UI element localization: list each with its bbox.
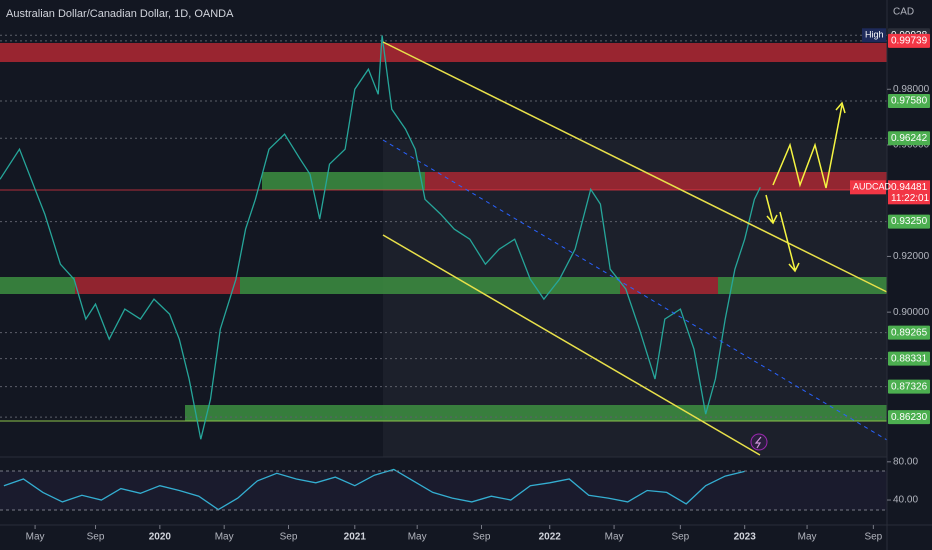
- symbol-label: AUDCAD: [853, 182, 892, 192]
- currency: CAD: [893, 7, 914, 18]
- support-zone: [718, 277, 887, 294]
- x-tick-label: May: [26, 532, 45, 543]
- price-label-box: [888, 325, 930, 340]
- resistance-zone: [425, 172, 887, 190]
- support-zone: [0, 277, 75, 294]
- channel-upper: [382, 41, 888, 293]
- arrow-head: [835, 101, 846, 114]
- price-label: 0.99739: [891, 35, 928, 46]
- x-tick-label: May: [798, 532, 817, 543]
- range-shade: [383, 140, 887, 457]
- price-label: 0.86230: [891, 412, 928, 423]
- alert-glyph: [754, 436, 762, 449]
- price-label: 0.97580: [891, 96, 928, 107]
- price-label: 0.96242: [891, 133, 928, 144]
- x-tick-label: Sep: [280, 532, 298, 543]
- price-series: [3, 468, 745, 511]
- projection-down: [765, 194, 778, 225]
- x-tick-label: 2022: [539, 532, 562, 543]
- price-label: 0.88331: [891, 353, 928, 364]
- countdown: 11:22:01: [891, 193, 930, 204]
- resistance-zone: [620, 277, 718, 294]
- x-tick-label: Sep: [671, 532, 689, 543]
- rsi-band: [0, 471, 887, 510]
- y-tick-label: 40.00: [893, 495, 918, 506]
- price-label-box: [888, 131, 930, 146]
- x-tick-label: 2021: [344, 532, 367, 543]
- price-series: [0, 35, 761, 440]
- tag-box: [862, 28, 886, 43]
- price-label-box: [888, 379, 930, 394]
- price-label-box: [888, 410, 930, 425]
- price-label-box: [888, 33, 930, 48]
- support-zone: [185, 405, 887, 421]
- projection-down: [779, 211, 800, 273]
- price-label: 0.93250: [891, 216, 928, 227]
- last-price-label: 0.94481: [891, 182, 928, 193]
- last-price-box: [888, 180, 930, 205]
- x-tick-label: Sep: [473, 532, 491, 543]
- chart-title: Australian Dollar/Canadian Dollar, 1D, O…: [6, 8, 234, 20]
- x-tick-label: 2020: [149, 532, 172, 543]
- support-zone: [262, 172, 425, 190]
- price-label-box: [888, 351, 930, 366]
- x-tick-label: May: [408, 532, 427, 543]
- resistance-zone: [0, 43, 887, 62]
- x-tick-label: Sep: [87, 532, 105, 543]
- symbol-box: [850, 180, 886, 195]
- alert-icon[interactable]: [750, 433, 768, 451]
- y-tick-label: 0.90000: [893, 307, 930, 318]
- support-zone: [240, 277, 620, 294]
- price-label-box: [888, 214, 930, 229]
- y-tick-label: 80.00: [893, 456, 918, 467]
- tag-label: High: [865, 30, 884, 40]
- x-tick-label: May: [215, 532, 234, 543]
- x-tick-label: Sep: [864, 532, 882, 543]
- channel-mid: [382, 139, 888, 441]
- resistance-zone: [75, 277, 240, 294]
- price-label-box: [888, 93, 930, 108]
- price-label: 0.87326: [891, 381, 928, 392]
- price-label: 0.89265: [891, 327, 928, 338]
- x-tick-label: 2023: [734, 532, 757, 543]
- y-tick-label: 0.92000: [893, 251, 930, 262]
- y-tick-label: 0.98000: [893, 84, 930, 95]
- channel-lower: [382, 234, 761, 456]
- x-tick-label: May: [605, 532, 624, 543]
- projection-up: [772, 104, 843, 189]
